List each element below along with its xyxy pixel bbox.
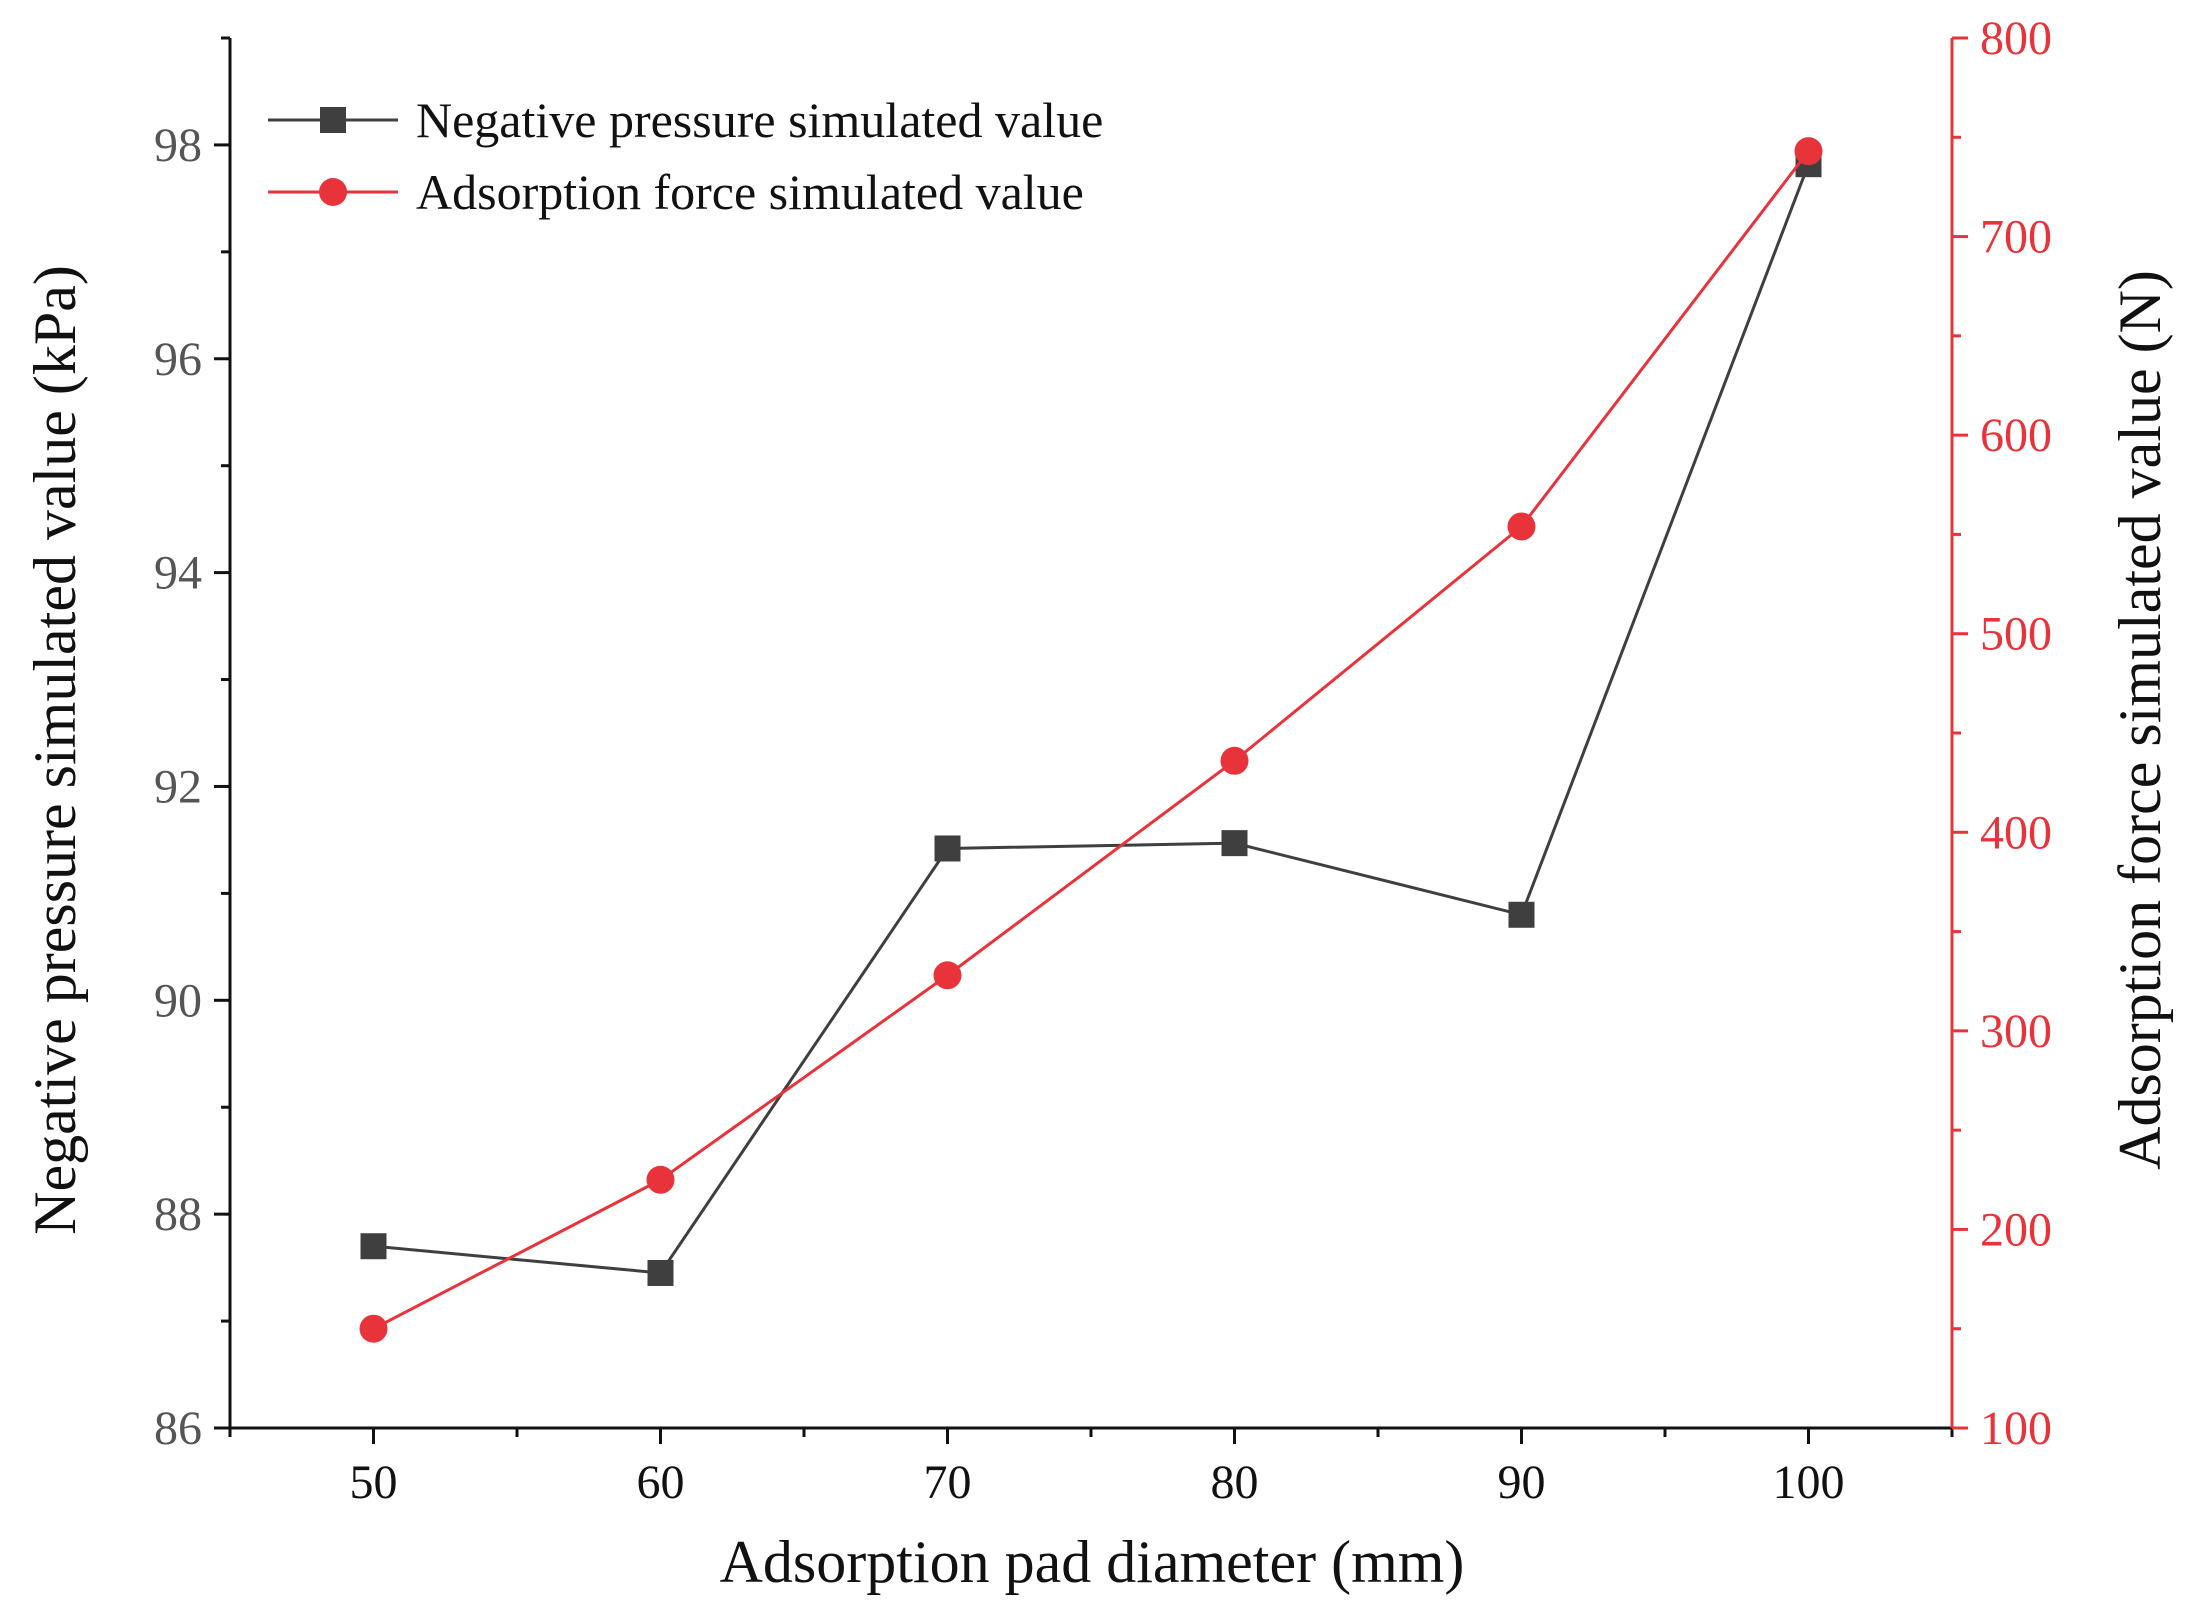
x-tick-label: 100	[1773, 1456, 1845, 1509]
x-tick-label: 50	[350, 1456, 398, 1509]
y-right-tick-label: 700	[1980, 211, 2052, 264]
adsorption-force-point	[1221, 747, 1249, 775]
adsorption-force-point	[1795, 137, 1823, 165]
y-right-tick-label: 400	[1980, 806, 2052, 859]
legend-label-adsorption-force: Adsorption force simulated value	[416, 164, 1084, 220]
negative-pressure-point	[935, 835, 961, 861]
y-left-tick-label: 94	[154, 547, 202, 600]
y-right-tick-label: 300	[1980, 1005, 2052, 1058]
y-right-tick-label: 100	[1980, 1402, 2052, 1455]
y-left-tick-label: 90	[154, 974, 202, 1027]
y-right-tick-label: 200	[1980, 1203, 2052, 1256]
x-axis-title: Adsorption pad diameter (mm)	[720, 1529, 1465, 1595]
y-right-tick-label: 800	[1980, 12, 2052, 65]
y-left-tick-label: 96	[154, 333, 202, 386]
adsorption-force-point	[647, 1166, 675, 1194]
negative-pressure-point	[1509, 902, 1535, 928]
x-tick-label: 80	[1211, 1456, 1259, 1509]
adsorption-force-point	[934, 961, 962, 989]
legend-marker-circle	[319, 178, 347, 206]
x-tick-label: 90	[1498, 1456, 1546, 1509]
y-left-tick-label: 86	[154, 1402, 202, 1455]
negative-pressure-point	[361, 1233, 387, 1259]
adsorption-force-point	[1508, 512, 1536, 540]
y-axis-right-title: Adsorption force simulated value (N)	[2107, 270, 2173, 1170]
adsorption-force-point	[360, 1315, 388, 1343]
chart-background	[0, 0, 2197, 1616]
y-left-tick-label: 98	[154, 119, 202, 172]
negative-pressure-point	[648, 1260, 674, 1286]
x-tick-label: 70	[924, 1456, 972, 1509]
x-tick-label: 60	[637, 1456, 685, 1509]
y-left-tick-label: 88	[154, 1188, 202, 1241]
legend-marker-square	[320, 107, 346, 133]
y-right-tick-label: 600	[1980, 409, 2052, 462]
y-axis-left-title: Negative pressure simulated value (kPa)	[22, 265, 88, 1235]
chart: 50 60 70 80 90 100 86 88 90 92 94 96 98 100 200 300 40…	[0, 0, 2197, 1616]
legend-label-negative-pressure: Negative pressure simulated value	[416, 92, 1103, 148]
negative-pressure-point	[1222, 830, 1248, 856]
y-left-tick-label: 92	[154, 760, 202, 813]
y-right-tick-label: 500	[1980, 608, 2052, 661]
